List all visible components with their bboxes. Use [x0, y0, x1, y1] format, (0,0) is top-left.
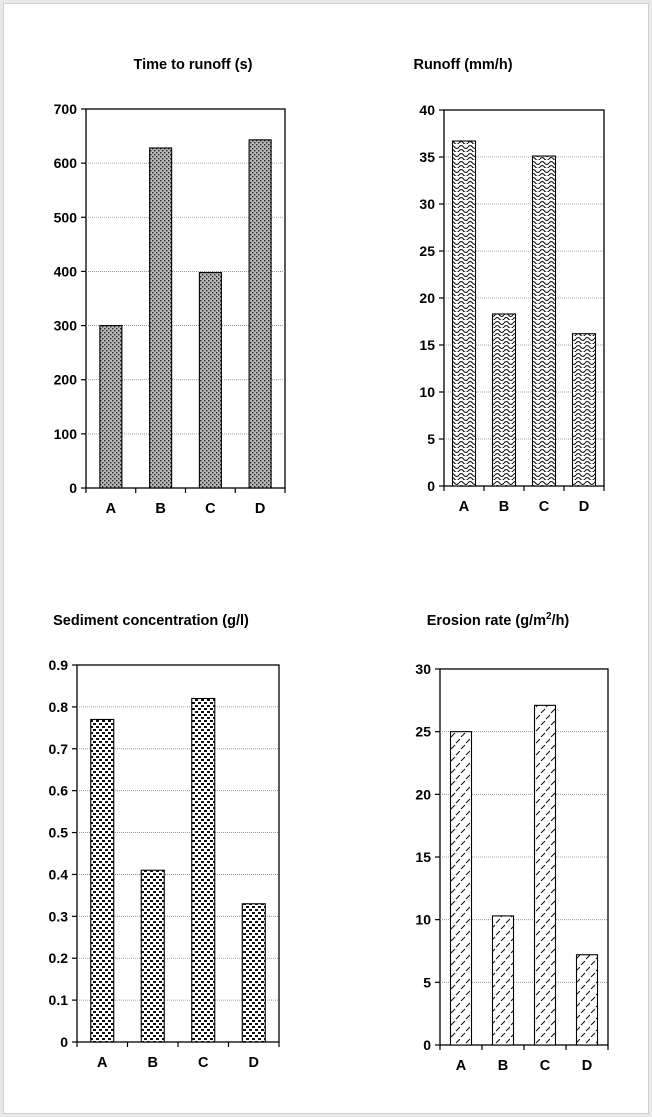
bar-B: [491, 313, 517, 487]
y-tick-label: 0: [69, 480, 77, 496]
y-tick-label: 0.6: [49, 783, 69, 799]
x-category-label: B: [155, 501, 165, 517]
y-tick-label: 0: [423, 1037, 431, 1053]
x-category-label: D: [579, 499, 589, 515]
bar-B: [491, 915, 515, 1046]
x-category-label: C: [198, 1055, 209, 1071]
y-tick-label: 0.3: [49, 908, 69, 924]
y-tick-label: 25: [419, 243, 435, 259]
y-tick-label: 15: [419, 337, 435, 353]
bar-A: [90, 718, 115, 1043]
y-tick-label: 30: [415, 661, 431, 677]
plot-area-1: 0 5 10 15 20 25 30 35 40 A B C D: [419, 102, 605, 515]
x-category-label: B: [498, 1058, 508, 1074]
x-category-label: B: [148, 1055, 158, 1071]
y-tick-label: 400: [54, 263, 78, 279]
y-tick-label: 700: [54, 101, 78, 117]
chart-runoff: Runoff (mm/h): [413, 57, 512, 73]
x-category-label: A: [106, 501, 117, 517]
bar-A: [99, 325, 123, 489]
y-tick-label: 10: [415, 912, 431, 928]
x-category-label: B: [499, 499, 509, 515]
chart-title: Sediment concentration (g/l): [53, 613, 249, 629]
x-category-label: C: [540, 1058, 551, 1074]
y-tick-label: 0.2: [49, 950, 69, 966]
y-tick-label: 5: [427, 431, 435, 447]
y-tick-label: 0.8: [49, 699, 69, 715]
plot-area-3: 0 5 10 15 20 25 30 A B C D: [415, 661, 609, 1074]
chart-title-superscript: 2: [546, 611, 552, 622]
bar-D: [241, 903, 266, 1043]
x-category-label: A: [459, 499, 470, 515]
x-category-label: A: [97, 1055, 108, 1071]
y-tick-label: 0.9: [49, 657, 69, 673]
y-tick-label: 0.7: [49, 741, 69, 757]
plot-area-0: 0 100 200 300 400 500 600 700 A B C D: [54, 101, 286, 517]
bar-D: [575, 954, 599, 1046]
bar-B: [149, 147, 173, 489]
y-tick-label: 10: [419, 384, 435, 400]
bar-A: [451, 140, 477, 487]
bar-A: [449, 731, 473, 1046]
y-tick-label: 0: [60, 1034, 68, 1050]
y-tick-label: 300: [54, 318, 78, 334]
chart-erosion-rate: Erosion rate (g/m2/h): [427, 611, 570, 629]
y-tick-label: 5: [423, 974, 431, 990]
bar-C: [191, 697, 216, 1043]
y-tick-label: 0.5: [49, 825, 69, 841]
y-tick-label: 15: [415, 849, 431, 865]
x-category-label: D: [255, 501, 265, 517]
y-tick-label: 500: [54, 209, 78, 225]
bar-D: [248, 139, 272, 489]
chart-title-suffix: /h): [552, 613, 570, 629]
bar-C: [198, 271, 222, 489]
y-tick-label: 100: [54, 426, 78, 442]
x-category-label: D: [582, 1058, 592, 1074]
y-tick-label: 0: [427, 478, 435, 494]
bar-C: [533, 704, 557, 1046]
y-tick-label: 0.4: [49, 866, 69, 882]
bar-B: [140, 869, 165, 1043]
plot-area-2: 0 0.1 0.2 0.3 0.4 0.5 0.6 0.7 0.8 0.9 A B C D: [49, 657, 280, 1071]
bar-D: [571, 333, 597, 487]
chart-title-main: Erosion rate (g/m: [427, 613, 546, 629]
chart-title: Runoff (mm/h): [413, 57, 512, 73]
x-category-label: C: [205, 501, 216, 517]
bar-C: [531, 155, 557, 487]
chart-title: Erosion rate (g/m2/h): [427, 611, 570, 629]
chart-title: Time to runoff (s): [134, 57, 253, 73]
y-tick-label: 30: [419, 196, 435, 212]
y-tick-label: 35: [419, 149, 435, 165]
x-category-label: C: [539, 499, 550, 515]
x-category-label: A: [456, 1058, 467, 1074]
chart-sediment-concentration: Sediment concentration (g/l): [53, 613, 249, 629]
x-category-label: D: [249, 1055, 259, 1071]
chart-time-to-runoff: Time to runoff (s): [134, 57, 253, 73]
y-tick-label: 600: [54, 155, 78, 171]
y-tick-label: 25: [415, 724, 431, 740]
y-tick-label: 20: [419, 290, 435, 306]
y-tick-label: 20: [415, 786, 431, 802]
y-tick-label: 200: [54, 372, 78, 388]
y-tick-label: 0.1: [49, 992, 69, 1008]
y-tick-label: 40: [419, 102, 435, 118]
